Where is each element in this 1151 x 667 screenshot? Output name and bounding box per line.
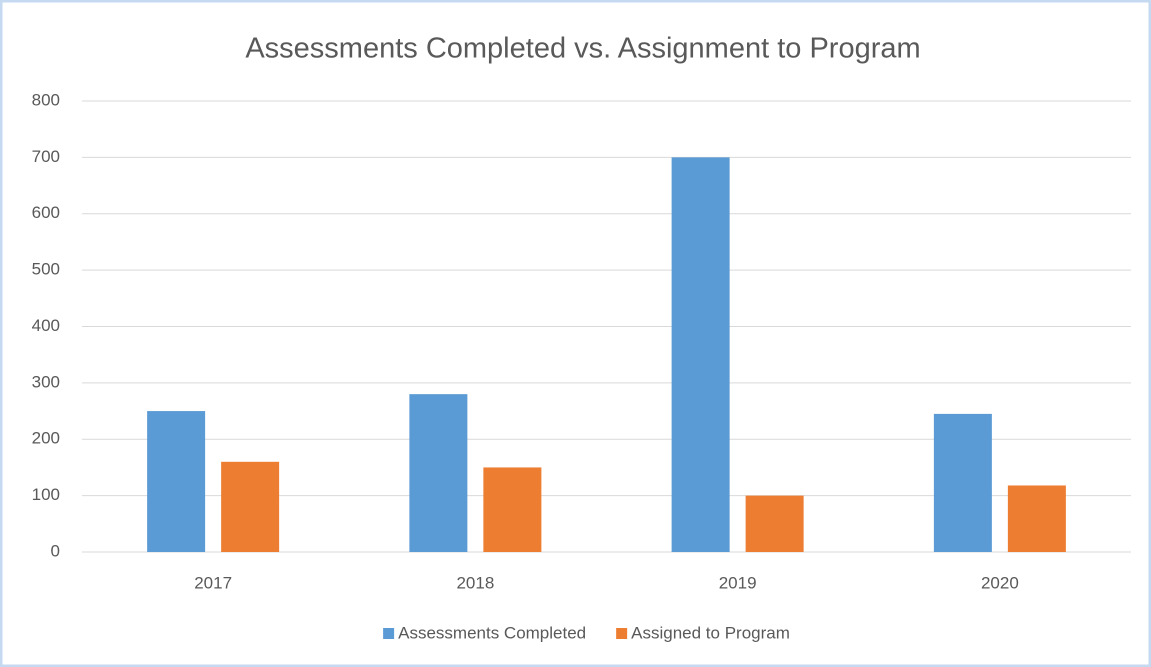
x-tick-label: 2017 [194, 573, 232, 592]
y-tick-label: 500 [32, 260, 60, 279]
y-tick-label: 100 [32, 485, 60, 504]
y-tick-label: 800 [32, 90, 60, 109]
legend-swatch [383, 628, 395, 639]
y-tick-label: 200 [32, 429, 60, 448]
bar [483, 467, 542, 552]
y-tick-label: 600 [32, 203, 60, 222]
bar [1007, 485, 1066, 552]
bar [671, 157, 730, 552]
x-tick-label: 2020 [981, 573, 1019, 592]
bar [745, 495, 804, 552]
bar [409, 394, 468, 552]
legend-label: Assessments Completed [398, 623, 586, 642]
x-tick-label: 2018 [456, 573, 494, 592]
legend-swatch [616, 628, 628, 639]
y-tick-label: 400 [32, 316, 60, 335]
y-tick-label: 700 [32, 147, 60, 166]
legend-label: Assigned to Program [631, 623, 790, 642]
chart-title: Assessments Completed vs. Assignment to … [245, 33, 920, 65]
bar [147, 411, 206, 552]
bar [221, 461, 280, 552]
bar [933, 413, 992, 552]
y-tick-label: 0 [51, 541, 60, 560]
x-tick-label: 2019 [719, 573, 757, 592]
y-tick-label: 300 [32, 372, 60, 391]
